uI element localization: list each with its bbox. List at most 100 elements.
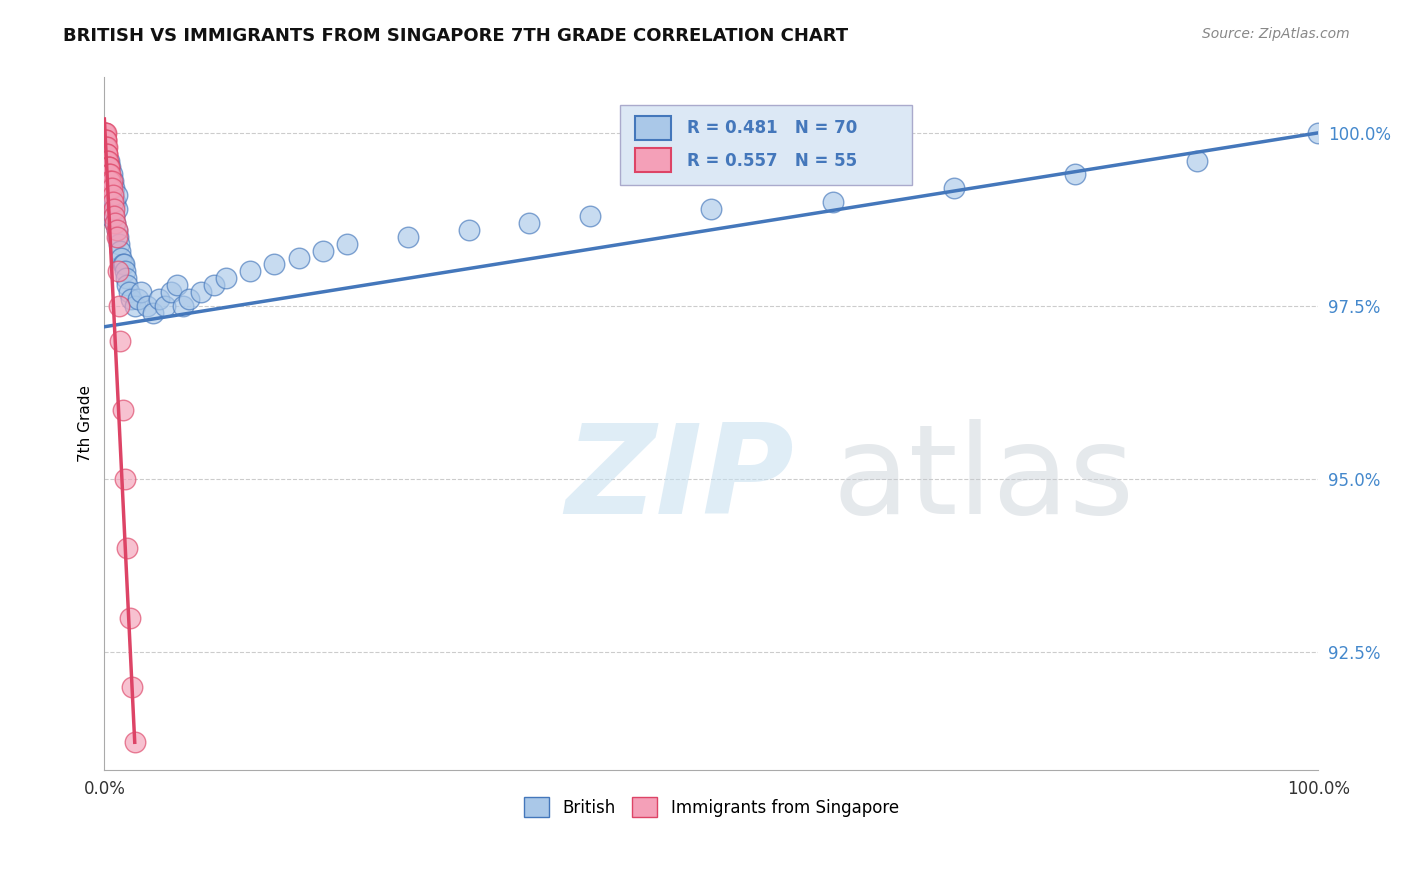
Point <box>100 188 122 202</box>
Point <box>112 257 135 271</box>
Text: BRITISH VS IMMIGRANTS FROM SINGAPORE 7TH GRADE CORRELATION CHART: BRITISH VS IMMIGRANTS FROM SINGAPORE 7TH… <box>63 27 848 45</box>
Point <box>124 735 146 749</box>
Point <box>100 174 122 188</box>
Point <box>93 126 115 140</box>
Bar <box>636 116 671 140</box>
Bar <box>620 105 911 185</box>
Point <box>148 292 170 306</box>
Point <box>94 139 117 153</box>
Point <box>97 195 120 210</box>
Point <box>100 181 122 195</box>
Point <box>94 126 117 140</box>
Point <box>215 271 238 285</box>
Point <box>117 278 139 293</box>
Point <box>114 472 136 486</box>
Point <box>96 146 118 161</box>
Point <box>94 126 117 140</box>
Point <box>96 168 118 182</box>
Text: Source: ZipAtlas.com: Source: ZipAtlas.com <box>1202 27 1350 41</box>
Point <box>190 285 212 300</box>
Point <box>107 264 129 278</box>
Point <box>96 146 118 161</box>
Point <box>105 202 128 216</box>
Point <box>115 271 138 285</box>
Point <box>96 153 118 168</box>
Point <box>97 174 120 188</box>
Point <box>97 161 120 175</box>
Point <box>100 168 122 182</box>
Point <box>96 139 118 153</box>
Point <box>117 541 139 556</box>
Point <box>94 133 117 147</box>
Point <box>97 168 120 182</box>
Legend: British, Immigrants from Singapore: British, Immigrants from Singapore <box>517 790 905 824</box>
Point <box>179 292 201 306</box>
Point <box>111 257 134 271</box>
Point <box>105 223 128 237</box>
Point <box>98 174 121 188</box>
Point <box>135 299 157 313</box>
Point <box>94 153 117 168</box>
Point <box>108 236 131 251</box>
Point <box>153 299 176 313</box>
Point <box>101 195 124 210</box>
Point <box>98 161 121 175</box>
Point <box>120 292 142 306</box>
Point <box>98 168 121 182</box>
Point <box>104 216 127 230</box>
Point <box>94 126 117 140</box>
Point <box>97 161 120 175</box>
Point <box>1308 126 1330 140</box>
Point <box>100 174 122 188</box>
Point <box>101 188 124 202</box>
Point <box>96 133 118 147</box>
Point <box>96 153 118 168</box>
Point <box>94 146 117 161</box>
Point <box>110 251 132 265</box>
Point <box>93 146 115 161</box>
Point <box>96 146 118 161</box>
Point <box>101 202 124 216</box>
Point <box>336 236 359 251</box>
Text: ZIP: ZIP <box>565 418 794 540</box>
Point <box>100 209 122 223</box>
Point <box>142 306 165 320</box>
Point <box>129 285 152 300</box>
Point <box>94 174 117 188</box>
Point <box>202 278 225 293</box>
Point <box>103 181 125 195</box>
Point <box>396 229 419 244</box>
Point <box>108 299 131 313</box>
Point <box>100 161 122 175</box>
Point <box>517 216 540 230</box>
Point <box>100 174 122 188</box>
Point <box>98 153 121 168</box>
Point <box>114 264 136 278</box>
Point <box>104 195 127 210</box>
Point <box>101 174 124 188</box>
Point <box>103 209 125 223</box>
Point <box>1185 153 1208 168</box>
Text: atlas: atlas <box>832 418 1135 540</box>
Point <box>118 610 141 624</box>
Point <box>104 216 127 230</box>
Point <box>96 188 118 202</box>
Point <box>239 264 262 278</box>
Point <box>97 153 120 168</box>
Point <box>97 161 120 175</box>
Point <box>94 133 117 147</box>
Point <box>108 244 131 258</box>
Point <box>107 229 129 244</box>
Point <box>94 139 117 153</box>
Point <box>127 292 149 306</box>
Point <box>98 168 121 182</box>
Point <box>100 168 122 182</box>
Point <box>103 202 125 216</box>
Point <box>103 209 125 223</box>
Point <box>121 680 143 694</box>
Point <box>105 188 128 202</box>
Point <box>118 285 141 300</box>
Point <box>101 188 124 202</box>
Point <box>821 195 844 210</box>
Point <box>1064 168 1087 182</box>
